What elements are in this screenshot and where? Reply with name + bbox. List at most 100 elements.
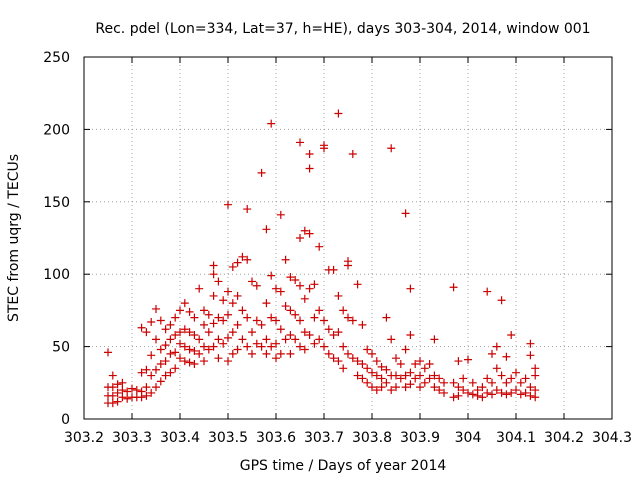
data-point [185,307,194,316]
data-point [372,386,381,395]
data-point [267,313,276,322]
data-point [156,377,165,386]
data-point [296,138,304,147]
data-point [123,387,132,396]
data-point [406,284,415,293]
data-point [224,310,232,319]
data-point [334,109,343,118]
data-point [425,359,434,368]
data-point [108,391,117,400]
data-point [224,357,232,366]
x-tick-label: 303.6 [256,430,296,446]
data-point [305,229,314,238]
data-point [473,391,482,400]
data-point [416,371,424,380]
data-point [286,349,295,358]
data-point [195,284,204,293]
data-point [401,371,410,380]
data-point [492,386,501,395]
data-point [214,277,223,286]
data-point [324,349,333,358]
data-point [180,357,189,366]
data-point [459,374,468,383]
data-point [257,168,266,177]
data-point [228,299,237,308]
data-point [483,374,492,383]
data-point [272,354,280,363]
data-point [406,331,415,340]
data-point [142,365,151,374]
data-point [185,345,194,354]
data-point [430,335,439,344]
data-point [171,331,180,340]
data-point [320,316,328,325]
data-point [108,399,117,408]
data-point [440,388,448,397]
data-point [315,242,324,251]
data-point [425,374,434,383]
x-tick-label: 304.2 [544,430,584,446]
data-point [267,271,276,280]
data-point [142,391,151,400]
data-point [334,291,343,300]
data-point [468,378,477,387]
data-point [521,374,530,383]
data-point [358,359,367,368]
data-point [392,383,400,392]
data-point [401,383,410,392]
data-point [204,328,213,337]
data-point [147,351,156,360]
data-point [406,368,415,377]
data-point [286,331,295,340]
data-point [281,255,290,264]
data-point [497,371,506,380]
data-point [166,335,175,344]
data-point [248,328,256,337]
data-point [526,391,535,400]
data-point [108,383,117,392]
data-point [281,335,290,344]
data-point [401,345,410,354]
data-point [137,393,146,402]
data-point [296,281,304,290]
data-point [502,390,511,399]
data-point [209,319,218,328]
data-point [464,388,472,397]
data-point [233,345,242,354]
data-point [300,345,309,354]
data-point [478,383,487,392]
data-point [128,384,136,393]
data-point [387,386,396,395]
data-point [272,284,280,293]
data-point [420,378,429,387]
data-point [291,310,300,319]
data-point [171,313,180,322]
data-point [382,378,391,387]
data-point [382,365,391,374]
data-point [339,306,348,315]
data-point [387,144,396,153]
data-point [305,164,314,173]
data-point [353,357,362,366]
data-point [377,362,386,371]
data-point [344,349,352,358]
data-point [195,349,204,358]
data-point [147,388,156,397]
data-point [171,348,180,357]
data-point [372,357,381,366]
data-point [276,210,285,219]
y-tick-label: 100 [43,267,70,283]
data-point [243,255,252,264]
data-point [358,374,367,383]
data-point [276,325,285,334]
data-point [377,374,386,383]
data-point [392,354,400,363]
x-tick-label: 303.2 [64,430,104,446]
data-point [483,287,492,296]
data-point [497,388,506,397]
data-point [209,342,218,351]
data-point [238,335,247,344]
data-point [185,328,194,337]
data-point [257,342,266,351]
